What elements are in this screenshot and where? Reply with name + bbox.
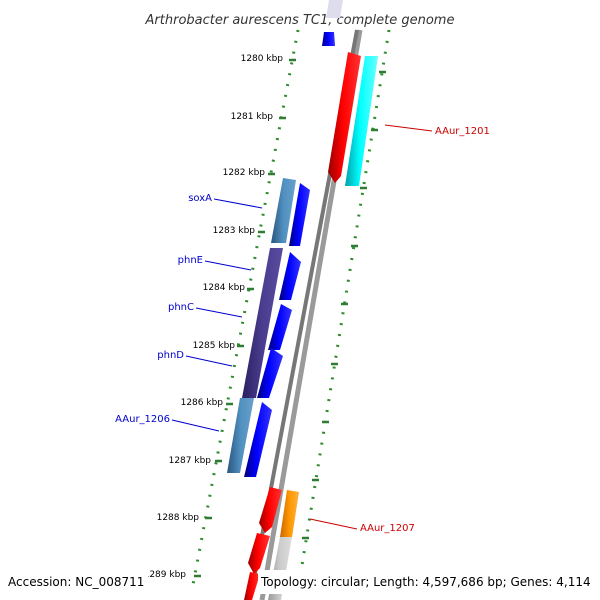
tick-label: 1284 kbp bbox=[203, 283, 246, 293]
gene-label-aaur-1206[interactable]: AAur_1206 bbox=[115, 414, 170, 425]
gene-label-aaur-1207[interactable]: AAur_1207 bbox=[360, 523, 415, 534]
gene-phnd[interactable] bbox=[257, 348, 283, 398]
tick-label: 1280 kbp bbox=[241, 54, 284, 64]
gene-aaur-1201[interactable] bbox=[328, 52, 378, 186]
gene-phne[interactable] bbox=[279, 252, 301, 300]
gene-soxa[interactable] bbox=[271, 178, 310, 246]
gene-label-aaur-1201[interactable]: AAur_1201 bbox=[435, 126, 490, 137]
tick-label: 1286 kbp bbox=[181, 398, 224, 408]
tick-label: 1287 kbp bbox=[169, 456, 212, 466]
map-title: Arthrobacter aurescens TC1, complete gen… bbox=[145, 13, 455, 28]
gene-label-phnd[interactable]: phnD bbox=[157, 350, 184, 361]
tick-label: 1281 kbp bbox=[231, 112, 274, 122]
tick-label: 1283 kbp bbox=[213, 226, 256, 236]
gene-label-phnc[interactable]: phnC bbox=[168, 302, 194, 313]
gene-aaur-1206[interactable] bbox=[227, 398, 272, 477]
genome-summary-text: Topology: circular; Length: 4,597,686 bp… bbox=[260, 575, 591, 589]
tick-label: 1282 kbp bbox=[223, 168, 266, 178]
inner-dotted-ring bbox=[190, 29, 300, 591]
gene-label-phne[interactable]: phnE bbox=[178, 255, 203, 266]
tick-label: 1285 kbp bbox=[193, 341, 236, 351]
accession-text: Accession: NC_008711 bbox=[8, 575, 144, 589]
tick-marks bbox=[194, 58, 386, 578]
feature-top-blue[interactable] bbox=[322, 0, 343, 46]
label-leaders bbox=[171, 124, 433, 530]
tick-label: 1289 kbp bbox=[144, 570, 187, 580]
gene-label-soxa[interactable]: soxA bbox=[188, 193, 212, 204]
gene-operon-purple[interactable] bbox=[242, 248, 283, 398]
tick-label: 1288 kbp bbox=[157, 513, 200, 523]
gene-phnc[interactable] bbox=[268, 304, 292, 350]
